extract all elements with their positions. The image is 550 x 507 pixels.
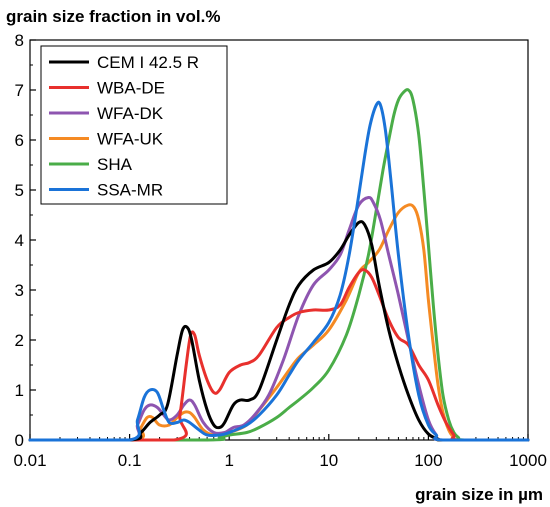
y-tick-label: 0 <box>15 431 24 450</box>
legend-box <box>40 45 228 205</box>
legend-label: SSA-MR <box>97 181 163 200</box>
x-tick-label: 10 <box>319 451 338 470</box>
legend-label: SHA <box>97 155 133 174</box>
x-tick-label: 0.01 <box>13 451 46 470</box>
x-tick-label: 1000 <box>509 451 547 470</box>
legend: CEM I 42.5 R WBA-DE WFA-DK WFA-UK SHA SSA-MR <box>40 45 228 205</box>
x-axis-label: grain size in µm <box>415 485 543 504</box>
y-tick-label: 5 <box>15 181 24 200</box>
series-line-wfa-dk <box>28 195 530 442</box>
x-tick-label: 0.1 <box>118 451 142 470</box>
legend-label: WFA-UK <box>97 130 164 149</box>
y-tick-label: 6 <box>15 131 24 150</box>
y-tick-label: 3 <box>15 281 24 300</box>
y-tick-label: 1 <box>15 381 24 400</box>
series-line-wfa-uk <box>28 203 530 442</box>
x-axis: 0.01 0.1 1 10 100 1000 <box>13 434 547 470</box>
chart-title: grain size fraction in vol.% <box>6 7 220 26</box>
y-tick-label: 4 <box>15 231 24 250</box>
y-axis: 0 1 2 3 4 5 6 7 8 <box>15 31 36 450</box>
legend-label: WBA-DE <box>97 79 165 98</box>
legend-label: WFA-DK <box>97 104 164 123</box>
series-layer <box>28 88 530 442</box>
x-tick-label: 1 <box>224 451 233 470</box>
legend-label: CEM I 42.5 R <box>97 53 199 72</box>
series-line-ssa-mr <box>28 100 530 442</box>
series-line-cem-i-42-5-r <box>28 220 530 442</box>
y-tick-label: 2 <box>15 331 24 350</box>
y-tick-label: 7 <box>15 81 24 100</box>
x-tick-label: 100 <box>414 451 442 470</box>
y-tick-label: 8 <box>15 31 24 50</box>
series-line-wba-de <box>28 268 530 442</box>
